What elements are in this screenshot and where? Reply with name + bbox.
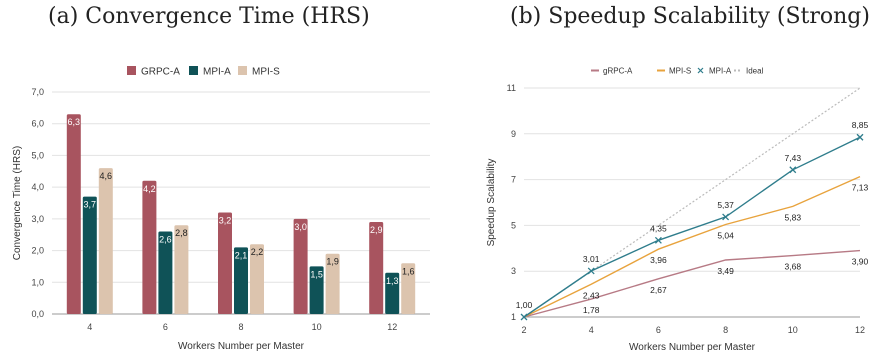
speedup-scalability-line-chart: gRPC-A MPI-S MPI-A Ideal 1 3 5 7 9 11 2 4 6 8 10 12 1,78… [486, 67, 869, 352]
data-label: 2,43 [583, 290, 600, 300]
y-tick-label: 6,0 [31, 119, 44, 129]
y-tick-label: 2,0 [31, 246, 44, 256]
y-tick-label: 7 [511, 175, 516, 185]
data-label: 3,96 [650, 255, 667, 265]
x-tick-label: 6 [656, 325, 661, 335]
data-label: 4,35 [650, 223, 667, 233]
bar-value-label: 2,8 [175, 228, 188, 238]
bar-mpi-a-10 [309, 266, 324, 314]
x-tick-label: 12 [855, 325, 865, 335]
legend-label: MPI-A [709, 67, 732, 76]
legend-label: MPI-S [252, 67, 280, 78]
bar-mpi-a-12 [385, 272, 400, 314]
y-tick-label: 0,0 [31, 309, 44, 319]
data-label: 8,85 [852, 120, 869, 130]
bar-mpi-s-6 [174, 225, 189, 314]
legend-label: MPI-S [669, 67, 691, 76]
data-point-mpi-a [789, 166, 797, 174]
bar-value-label: 4,2 [143, 184, 156, 194]
data-label: 7,43 [785, 153, 802, 163]
data-label: 1,78 [583, 305, 600, 315]
bar-value-label: 2,9 [370, 225, 383, 235]
bar-mpi-s-8 [250, 244, 264, 314]
bar-value-label: 1,3 [386, 276, 399, 286]
y-tick-label: 3,0 [31, 214, 44, 224]
x-axis-label: Workers Number per Master [178, 341, 305, 352]
bar-value-label: 3,7 [84, 200, 97, 210]
y-tick-label: 9 [511, 129, 516, 139]
x-tick-label: 4 [87, 322, 92, 332]
legend-label: MPI-A [203, 67, 231, 78]
bar-value-label: 1,5 [310, 269, 323, 279]
data-point-mpi-a [856, 133, 864, 141]
bar-grpc-a-8 [218, 212, 232, 314]
x-tick-label: 8 [723, 325, 728, 335]
data-label: 5,37 [717, 200, 734, 210]
x-tick-label: 10 [312, 322, 322, 332]
bar-grpc-a-6 [142, 180, 157, 314]
bar-mpi-s-10 [325, 253, 340, 314]
bar-mpi-a-8 [234, 247, 248, 314]
y-tick-label: 5 [511, 220, 516, 230]
x-tick-label: 4 [589, 325, 594, 335]
data-label: 3,01 [583, 254, 600, 264]
convergence-time-bar-chart: GRPC-A MPI-A MPI-S 0,0 1,0 2,0 3,0 4,0 5,0 6,0 7,0… [12, 66, 430, 352]
y-axis-label: Speedup Scalability [486, 159, 497, 247]
y-tick-label: 3 [511, 266, 516, 276]
series-line-mpi-a [523, 136, 861, 318]
legend-swatch-grpc-a [127, 66, 136, 75]
bar-value-label: 2,2 [251, 247, 264, 257]
data-label: 7,13 [852, 183, 869, 193]
data-label: 1,00 [516, 300, 533, 310]
x-tick-label: 10 [788, 325, 798, 335]
bar-mpi-a-6 [158, 231, 173, 314]
series-line-grpc-a [523, 249, 861, 318]
data-point-mpi-a [587, 267, 595, 275]
data-point-mpi-a [520, 313, 528, 321]
legend-swatch-mpi-s [238, 66, 247, 75]
bar-grpc-a-12 [369, 222, 384, 314]
bar-grpc-a-4 [66, 114, 81, 314]
bar-value-label: 2,1 [235, 250, 248, 260]
data-label: 5,83 [785, 212, 802, 222]
bar-grpc-a-10 [293, 218, 308, 314]
bar-value-label: 3,2 [219, 216, 232, 226]
y-tick-label: 1 [511, 312, 516, 322]
y-tick-label: 4,0 [31, 182, 44, 192]
y-tick-label: 5,0 [31, 150, 44, 160]
y-tick-label: 11 [507, 83, 516, 93]
data-label: 3,90 [852, 257, 869, 267]
bar-mpi-s-4 [98, 168, 113, 314]
x-tick-label: 2 [521, 325, 526, 335]
x-tick-label: 8 [238, 322, 243, 332]
data-label: 3,68 [785, 262, 802, 272]
data-label: 2,67 [650, 285, 667, 295]
legend-swatch-mpi-a [189, 66, 198, 75]
bar-value-label: 3,0 [294, 222, 307, 232]
data-point-mpi-a [722, 213, 730, 221]
x-axis-label: Workers Number per Master [629, 342, 756, 352]
y-tick-label: 7,0 [31, 87, 44, 97]
data-label: 5,04 [717, 230, 734, 240]
series-line-mpi-s [523, 175, 861, 318]
bar-value-label: 1,9 [326, 257, 339, 267]
legend-label: Ideal [746, 67, 764, 76]
legend-label: GRPC-A [141, 67, 180, 78]
x-tick-label: 12 [387, 322, 397, 332]
y-axis-label: Convergence Time (HRS) [12, 146, 23, 260]
bar-mpi-s-12 [401, 263, 416, 314]
bar-value-label: 6,3 [68, 117, 81, 127]
bar-value-label: 1,6 [402, 266, 415, 276]
chart-a-caption: (a) Convergence Time (HRS) [48, 4, 370, 29]
bar-value-label: 2,6 [159, 235, 172, 245]
data-label: 3,49 [717, 266, 734, 276]
legend-label: gRPC-A [603, 67, 633, 76]
y-tick-label: 1,0 [31, 277, 44, 287]
x-tick-label: 6 [163, 322, 168, 332]
bar-mpi-a-4 [82, 196, 97, 314]
bar-value-label: 4,6 [100, 171, 113, 181]
data-point-mpi-a [654, 236, 662, 244]
chart-b-caption: (b) Speedup Scalability (Strong) [510, 4, 870, 29]
legend-marker-mpi-a [697, 67, 704, 74]
